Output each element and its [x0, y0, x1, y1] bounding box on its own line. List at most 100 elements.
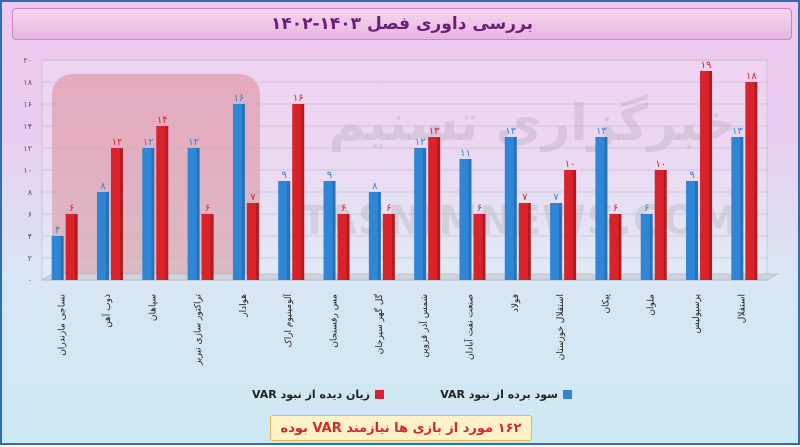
bar-won-shade [513, 137, 517, 280]
bar-lost-shade [482, 214, 486, 280]
bar-lost [564, 170, 577, 280]
bar-lost-shade [573, 170, 577, 280]
category-label: آلومینیوم اراک [282, 294, 294, 348]
bar-lost [110, 148, 123, 280]
bar-lost-shade [709, 71, 713, 280]
bar-won-shade [604, 137, 608, 280]
y-tick-label: ۴ [28, 232, 32, 241]
bar-lost [292, 104, 305, 280]
bar-won [51, 236, 64, 280]
data-label-won: ۱۱ [460, 148, 471, 159]
bar-lost [518, 203, 531, 280]
watermark-brand-fa: خبرگزاری تسنیم [292, 94, 772, 152]
bar-won [686, 181, 699, 280]
legend-swatch-lost [374, 389, 384, 399]
bar-won-shade [468, 159, 472, 280]
bar-lost [337, 214, 350, 280]
category-label: ذوب آهن [101, 294, 113, 328]
bar-won [278, 181, 291, 280]
bar-won-shade [649, 214, 653, 280]
bar-won-shade [377, 192, 381, 280]
bar-won [504, 137, 517, 280]
data-label-won: ۹ [327, 170, 332, 181]
category-label: صنعت نفت آبادان [463, 294, 475, 360]
bar-lost-shade [301, 104, 305, 280]
bar-won [368, 192, 381, 280]
bar-won-shade [151, 148, 155, 280]
data-label-won: ۱۲ [415, 137, 426, 148]
bar-lost-shade [663, 170, 667, 280]
bar-lost [65, 214, 78, 280]
bar-lost [382, 214, 395, 280]
category-label: گل گهر سیرجان [373, 293, 385, 354]
y-tick-label: ۱۲ [23, 144, 32, 153]
y-tick-label: ۸ [28, 188, 33, 197]
y-tick-label: ۱۰ [23, 166, 32, 175]
bar-lost [654, 170, 667, 280]
summary-banner: ۱۶۲ مورد از بازی ها نیازمند VAR بوده [270, 415, 532, 441]
bar-lost-shade [527, 203, 531, 280]
data-label-won: ۱۲ [188, 137, 199, 148]
data-label-lost: ۱۴ [157, 115, 168, 126]
data-label-won: ۸ [100, 181, 106, 192]
bar-won [414, 148, 427, 280]
legend: سود برده از نبود VAR زیان دیده از نبود V… [252, 386, 572, 402]
bar-lost-shade [754, 82, 758, 280]
legend-item-lost: زیان دیده از نبود VAR [252, 386, 384, 402]
bar-won [595, 137, 608, 280]
bar-won [96, 192, 109, 280]
bar-lost-shade [618, 214, 622, 280]
data-label-lost: ۱۶ [293, 93, 304, 104]
bar-lost-shade [119, 148, 123, 280]
title-bar: بررسی داوری فصل ۱۴۰۳-۱۴۰۲ [12, 8, 792, 40]
y-tick-label: ۲ [28, 254, 32, 263]
bar-lost-shade [74, 214, 78, 280]
data-label-won: ۷ [553, 192, 559, 203]
data-label-lost: ۱۳ [429, 126, 440, 137]
bar-won-shade [60, 236, 64, 280]
bar-won-shade [695, 181, 699, 280]
bar-lost-shade [437, 137, 441, 280]
legend-swatch-won [563, 389, 572, 399]
tasnim-logo-watermark [52, 74, 260, 278]
category-label: استقلال [737, 294, 747, 323]
bar-won [550, 203, 563, 280]
bar-won-shade [287, 181, 291, 280]
bar-lost-shade [255, 203, 259, 280]
category-label: فولاد [511, 294, 521, 312]
y-tick-label: ۱۴ [23, 122, 32, 131]
bar-won [142, 148, 155, 280]
bar-won [187, 148, 200, 280]
data-label-won: ۴ [55, 225, 60, 236]
category-label: نساجی مازندران [58, 294, 68, 356]
chart-title: بررسی داوری فصل ۱۴۰۳-۱۴۰۲ [270, 14, 534, 34]
category-label: تراکتور سازی تبریز [194, 294, 204, 367]
data-label-won: ۱۶ [234, 93, 245, 104]
bar-lost-shade [391, 214, 395, 280]
y-tick-label: ۲۰ [23, 56, 32, 65]
summary-text: ۱۶۲ مورد از بازی ها نیازمند VAR بوده [280, 420, 522, 436]
bar-lost [246, 203, 259, 280]
bar-won-shade [559, 203, 563, 280]
y-tick-label: ۱۸ [23, 78, 32, 87]
category-label: پیکان [601, 294, 611, 314]
data-label-won: ۹ [689, 170, 694, 181]
bar-won [640, 214, 653, 280]
bar-lost [156, 126, 169, 280]
category-label: پرسپولیس [692, 294, 702, 334]
bar-lost [700, 71, 713, 280]
bar-lost-shade [210, 214, 214, 280]
data-label-lost: ۱۹ [701, 60, 712, 71]
bar-won-shade [423, 148, 427, 280]
y-tick-label: ۶ [28, 210, 32, 219]
y-tick-label: ۱۶ [23, 100, 32, 109]
data-label-lost: ۷ [522, 192, 528, 203]
bar-lost [609, 214, 622, 280]
data-label-lost: ۶ [477, 203, 482, 214]
legend-label-won: سود برده از نبود VAR [440, 387, 558, 401]
bar-won-shade [241, 104, 245, 280]
category-label: هوادار [239, 294, 249, 318]
bar-won-shade [740, 137, 744, 280]
